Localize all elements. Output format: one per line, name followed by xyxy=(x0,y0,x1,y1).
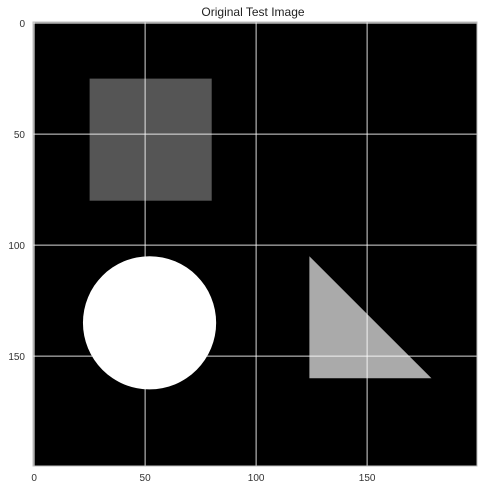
x-tick-label: 0 xyxy=(31,473,37,484)
axes-frame xyxy=(32,21,478,467)
x-tick-label: 50 xyxy=(140,473,152,484)
chart-title: Original Test Image xyxy=(201,5,304,19)
triangle-shape xyxy=(309,256,432,379)
y-tick-label: 50 xyxy=(14,130,26,141)
image-shapes xyxy=(82,78,432,390)
circle-shape xyxy=(82,256,217,390)
x-axis-ticks: 0 50 100 150 xyxy=(31,473,376,484)
rectangle-shape xyxy=(89,78,212,201)
grid-lines xyxy=(33,22,477,466)
y-tick-label: 100 xyxy=(8,241,25,252)
y-axis-ticks: 0 50 100 150 xyxy=(8,19,25,363)
x-tick-label: 100 xyxy=(248,473,265,484)
y-tick-label: 0 xyxy=(19,19,25,30)
y-tick-label: 150 xyxy=(8,352,25,363)
x-tick-label: 150 xyxy=(359,473,376,484)
